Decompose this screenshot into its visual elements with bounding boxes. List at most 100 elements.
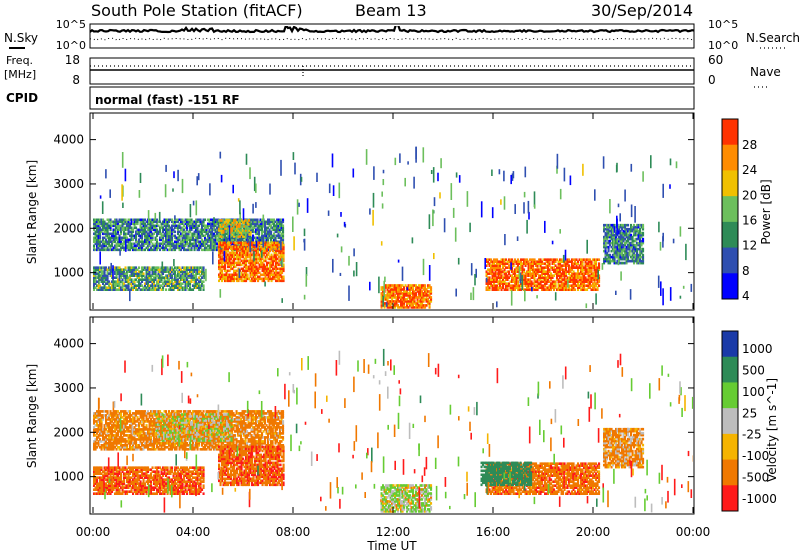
echo-cell: [150, 246, 153, 250]
echo-cell: [279, 224, 282, 228]
echo-cell: [233, 261, 236, 265]
echo-cell: [621, 223, 624, 227]
echo-cell: [97, 244, 100, 248]
echo-cell: [560, 266, 563, 269]
echo-cell: [248, 253, 251, 257]
echo-cell: [148, 230, 151, 234]
echo-cell: [598, 258, 601, 261]
echo-cell: [219, 243, 222, 247]
echo-cell: [622, 231, 625, 235]
echo-cell: [392, 290, 395, 293]
echo-cell: [598, 264, 601, 267]
echo-cell: [560, 278, 563, 281]
echo-cell: [622, 261, 625, 265]
echo-cell: [127, 230, 130, 234]
echo-cell: [273, 232, 276, 236]
echo-cell: [279, 236, 282, 240]
echo-cell: [224, 273, 227, 277]
echo-speck: [504, 234, 506, 246]
echo-cell: [210, 218, 213, 222]
echo-cell: [106, 246, 109, 250]
echo-cell: [616, 253, 619, 257]
echo-cell: [195, 282, 198, 285]
echo-cell: [172, 272, 175, 275]
echo-cell: [243, 257, 246, 261]
nsky-label: N.Sky: [4, 31, 38, 45]
echo-cell: [526, 272, 529, 275]
echo-cell: [532, 274, 535, 277]
echo-cell: [151, 228, 154, 232]
echo-cell: [406, 300, 409, 303]
echo-cell: [593, 280, 596, 283]
echo-cell: [580, 280, 583, 283]
echo-cell: [545, 260, 548, 263]
echo-cell: [497, 260, 500, 263]
echo-cell: [603, 259, 606, 263]
echo-cell: [574, 276, 577, 279]
echo-cell: [232, 238, 235, 242]
echo-cell: [273, 247, 276, 251]
echo-cell: [96, 242, 99, 246]
echo-cell: [267, 232, 270, 236]
echo-cell: [413, 292, 416, 295]
echo-cell: [124, 222, 127, 226]
echo-cell: [233, 257, 236, 261]
echo-cell: [530, 280, 533, 283]
echo-cell: [183, 248, 186, 252]
echo-cell: [282, 220, 285, 224]
echo-cell: [207, 226, 210, 230]
echo-cell: [151, 284, 154, 287]
echo-cell: [213, 224, 216, 228]
echo-cell: [515, 270, 518, 273]
echo-cell: [412, 302, 415, 305]
echo-cell: [183, 286, 186, 289]
echo-cell: [269, 245, 272, 249]
echo-cell: [189, 238, 192, 242]
echo-cell: [199, 240, 202, 244]
echo-cell: [624, 231, 627, 235]
echo-cell: [147, 284, 150, 287]
echo-cell: [575, 264, 578, 267]
echo-cell: [640, 223, 643, 227]
echo-speck: [280, 236, 282, 251]
echo-cell: [180, 248, 183, 252]
echo-cell: [129, 248, 132, 252]
echo-cell: [169, 286, 172, 289]
echo-cell: [127, 276, 130, 279]
echo-cell: [276, 263, 279, 267]
echo-cell: [103, 266, 106, 269]
echo-cell: [96, 234, 99, 238]
echo-cell: [129, 278, 132, 281]
echo-cell: [624, 249, 627, 253]
echo-cell: [607, 247, 610, 251]
echo-cell: [183, 240, 186, 244]
echo-cell: [642, 231, 645, 235]
echo-cell: [563, 274, 566, 277]
echo-cell: [625, 251, 628, 255]
echo-cell: [613, 245, 616, 249]
echo-cell: [204, 226, 207, 230]
echo-cell: [216, 220, 219, 224]
echo-cell: [269, 261, 272, 265]
echo-cell: [243, 271, 246, 275]
echo-cell: [118, 288, 121, 291]
echo-cell: [115, 244, 118, 248]
echo-cell: [532, 282, 535, 285]
echo-cell: [202, 228, 205, 232]
echo-cell: [268, 236, 271, 240]
echo-cell: [97, 268, 100, 271]
echo-cell: [625, 229, 628, 233]
echo-cell: [581, 280, 584, 283]
echo-cell: [557, 286, 560, 289]
echo-cell: [205, 224, 208, 228]
echo-cell: [102, 288, 105, 291]
echo-cell: [269, 265, 272, 269]
echo-cell: [157, 278, 160, 281]
echo-cell: [523, 262, 526, 265]
echo-cell: [270, 257, 273, 261]
echo-cell: [162, 230, 165, 234]
echo-cell: [239, 277, 242, 281]
echo-cell: [123, 236, 126, 240]
echo-cell: [150, 236, 153, 240]
echo-cell: [114, 244, 117, 248]
